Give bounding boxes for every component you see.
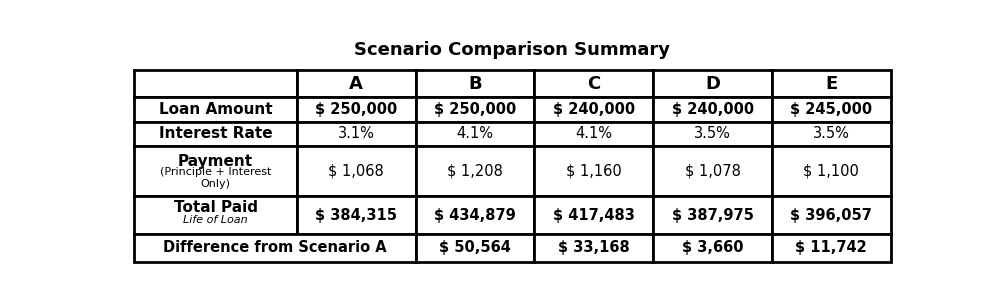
Text: $ 1,078: $ 1,078 xyxy=(685,164,741,179)
Bar xyxy=(416,146,534,196)
Text: $ 250,000: $ 250,000 xyxy=(434,102,516,117)
Text: $ 50,564: $ 50,564 xyxy=(439,240,511,255)
Bar xyxy=(297,70,416,97)
Bar xyxy=(416,70,534,97)
Bar xyxy=(653,234,772,262)
Text: Payment: Payment xyxy=(178,154,253,169)
Bar xyxy=(653,97,772,122)
Text: (Principle + Interest
Only): (Principle + Interest Only) xyxy=(160,167,271,189)
Bar xyxy=(134,70,297,97)
Bar xyxy=(134,97,297,122)
Text: A: A xyxy=(349,74,363,93)
Text: $ 240,000: $ 240,000 xyxy=(672,102,754,117)
Bar xyxy=(772,234,891,262)
Bar xyxy=(297,146,416,196)
Bar xyxy=(653,196,772,234)
Text: 4.1%: 4.1% xyxy=(457,126,494,141)
Text: Difference from Scenario A: Difference from Scenario A xyxy=(163,240,387,255)
Bar xyxy=(416,122,534,146)
Bar xyxy=(134,122,297,146)
Text: $ 434,879: $ 434,879 xyxy=(434,207,516,223)
Bar xyxy=(534,122,653,146)
Bar xyxy=(534,146,653,196)
Bar xyxy=(534,234,653,262)
Bar xyxy=(534,196,653,234)
Text: B: B xyxy=(468,74,482,93)
Text: Total Paid: Total Paid xyxy=(174,200,258,215)
Text: 3.1%: 3.1% xyxy=(338,126,375,141)
Bar xyxy=(534,97,653,122)
Bar xyxy=(297,97,416,122)
Text: $ 33,168: $ 33,168 xyxy=(558,240,630,255)
Text: $ 245,000: $ 245,000 xyxy=(790,102,872,117)
Bar xyxy=(772,70,891,97)
Text: D: D xyxy=(705,74,720,93)
Bar xyxy=(772,122,891,146)
Text: 4.1%: 4.1% xyxy=(575,126,612,141)
Bar xyxy=(416,196,534,234)
Text: $ 240,000: $ 240,000 xyxy=(553,102,635,117)
Bar xyxy=(134,196,297,234)
Text: $ 396,057: $ 396,057 xyxy=(790,207,872,223)
Bar xyxy=(134,146,297,196)
Text: $ 3,660: $ 3,660 xyxy=(682,240,743,255)
Text: 3.5%: 3.5% xyxy=(694,126,731,141)
Bar xyxy=(653,70,772,97)
Text: $ 1,208: $ 1,208 xyxy=(447,164,503,179)
Bar xyxy=(297,122,416,146)
Bar xyxy=(416,234,534,262)
Bar xyxy=(416,97,534,122)
Text: C: C xyxy=(587,74,600,93)
Bar xyxy=(653,122,772,146)
Text: $ 11,742: $ 11,742 xyxy=(795,240,867,255)
Text: E: E xyxy=(825,74,837,93)
Bar xyxy=(534,70,653,97)
Bar xyxy=(134,234,416,262)
Text: $ 387,975: $ 387,975 xyxy=(672,207,754,223)
Bar xyxy=(772,196,891,234)
Text: $ 1,068: $ 1,068 xyxy=(328,164,384,179)
Text: $ 417,483: $ 417,483 xyxy=(553,207,635,223)
Text: Loan Amount: Loan Amount xyxy=(159,102,272,117)
Bar xyxy=(772,146,891,196)
Bar xyxy=(297,196,416,234)
Bar xyxy=(653,146,772,196)
Text: Scenario Comparison Summary: Scenario Comparison Summary xyxy=(354,41,670,60)
Text: $ 384,315: $ 384,315 xyxy=(315,207,397,223)
Text: Life of Loan: Life of Loan xyxy=(183,215,248,225)
Text: $ 1,100: $ 1,100 xyxy=(803,164,859,179)
Bar xyxy=(772,97,891,122)
Text: $ 250,000: $ 250,000 xyxy=(315,102,397,117)
Text: Interest Rate: Interest Rate xyxy=(159,126,272,141)
Text: $ 1,160: $ 1,160 xyxy=(566,164,622,179)
Text: 3.5%: 3.5% xyxy=(813,126,850,141)
